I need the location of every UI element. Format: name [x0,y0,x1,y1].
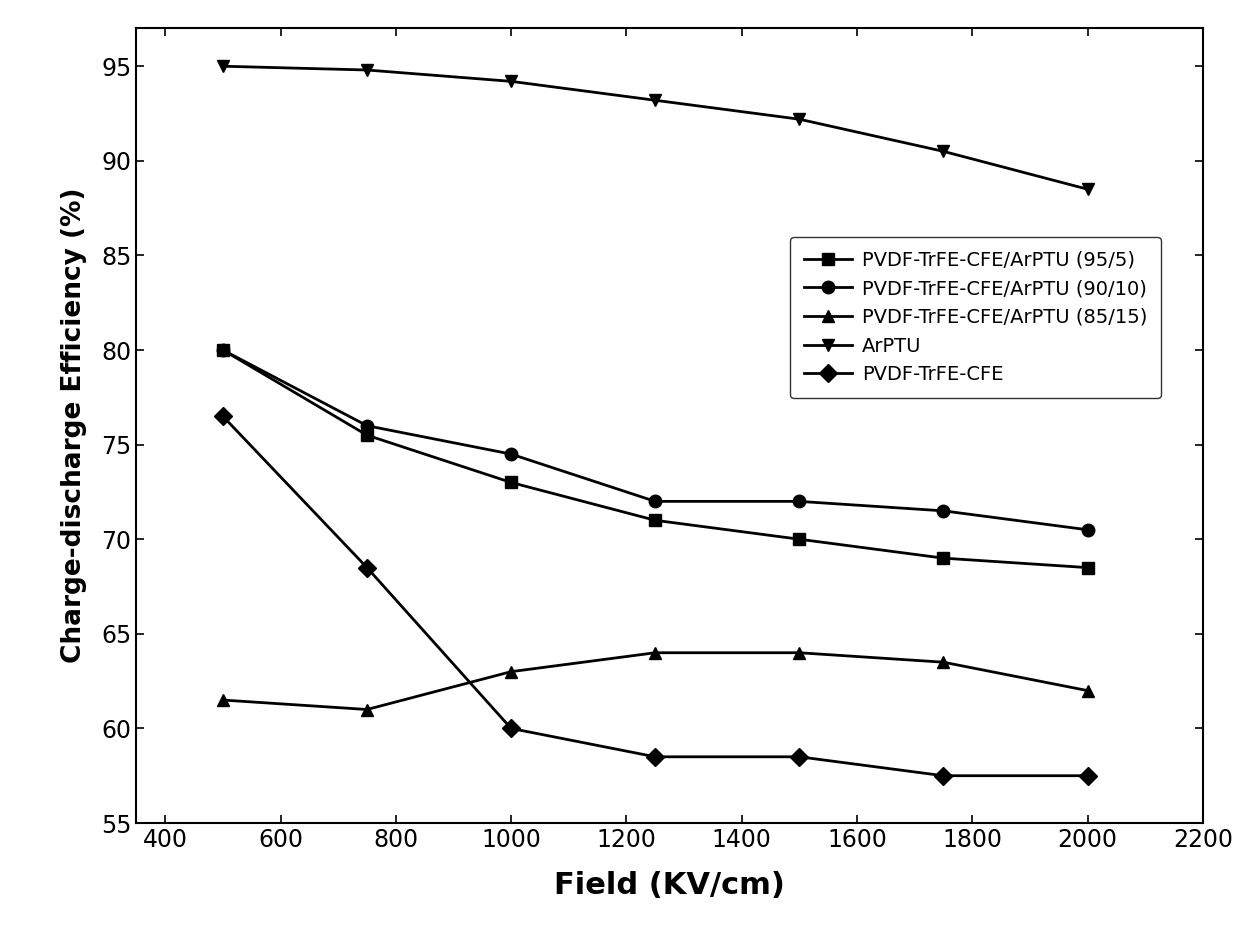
Legend: PVDF-TrFE-CFE/ArPTU (95/5), PVDF-TrFE-CFE/ArPTU (90/10), PVDF-TrFE-CFE/ArPTU (85: PVDF-TrFE-CFE/ArPTU (95/5), PVDF-TrFE-CF… [790,236,1161,398]
PVDF-TrFE-CFE [216,411,231,422]
PVDF-TrFE-CFE [360,562,374,573]
Line: PVDF-TrFE-CFE: PVDF-TrFE-CFE [217,410,1094,782]
PVDF-TrFE-CFE/ArPTU (95/5) [216,344,231,356]
PVDF-TrFE-CFE/ArPTU (85/15) [936,657,951,668]
ArPTU [216,61,231,72]
PVDF-TrFE-CFE [647,751,662,762]
PVDF-TrFE-CFE/ArPTU (85/15) [360,704,374,715]
PVDF-TrFE-CFE/ArPTU (95/5) [936,552,951,564]
PVDF-TrFE-CFE/ArPTU (85/15) [647,647,662,658]
ArPTU [360,64,374,76]
PVDF-TrFE-CFE/ArPTU (95/5) [792,534,807,545]
PVDF-TrFE-CFE/ArPTU (90/10) [647,496,662,507]
PVDF-TrFE-CFE/ArPTU (95/5) [1080,562,1095,573]
PVDF-TrFE-CFE/ArPTU (90/10) [1080,524,1095,535]
ArPTU [792,114,807,125]
ArPTU [1080,184,1095,195]
PVDF-TrFE-CFE/ArPTU (90/10) [936,505,951,517]
X-axis label: Field (KV/cm): Field (KV/cm) [554,871,785,901]
PVDF-TrFE-CFE/ArPTU (95/5) [503,477,518,488]
PVDF-TrFE-CFE [503,723,518,734]
PVDF-TrFE-CFE/ArPTU (95/5) [647,515,662,526]
Line: ArPTU: ArPTU [217,60,1094,196]
PVDF-TrFE-CFE/ArPTU (95/5) [360,429,374,441]
Line: PVDF-TrFE-CFE/ArPTU (95/5): PVDF-TrFE-CFE/ArPTU (95/5) [217,343,1094,574]
PVDF-TrFE-CFE/ArPTU (85/15) [503,666,518,677]
PVDF-TrFE-CFE/ArPTU (85/15) [216,694,231,706]
ArPTU [647,95,662,106]
PVDF-TrFE-CFE [1080,770,1095,781]
PVDF-TrFE-CFE/ArPTU (85/15) [1080,685,1095,696]
PVDF-TrFE-CFE/ArPTU (90/10) [216,344,231,356]
Line: PVDF-TrFE-CFE/ArPTU (85/15): PVDF-TrFE-CFE/ArPTU (85/15) [217,646,1094,716]
Line: PVDF-TrFE-CFE/ArPTU (90/10): PVDF-TrFE-CFE/ArPTU (90/10) [217,343,1094,536]
PVDF-TrFE-CFE [936,770,951,781]
PVDF-TrFE-CFE/ArPTU (90/10) [360,420,374,431]
PVDF-TrFE-CFE [792,751,807,762]
PVDF-TrFE-CFE/ArPTU (90/10) [792,496,807,507]
ArPTU [936,146,951,157]
Y-axis label: Charge-discharge Efficiency (%): Charge-discharge Efficiency (%) [61,188,87,663]
PVDF-TrFE-CFE/ArPTU (85/15) [792,647,807,658]
ArPTU [503,76,518,87]
PVDF-TrFE-CFE/ArPTU (90/10) [503,448,518,460]
